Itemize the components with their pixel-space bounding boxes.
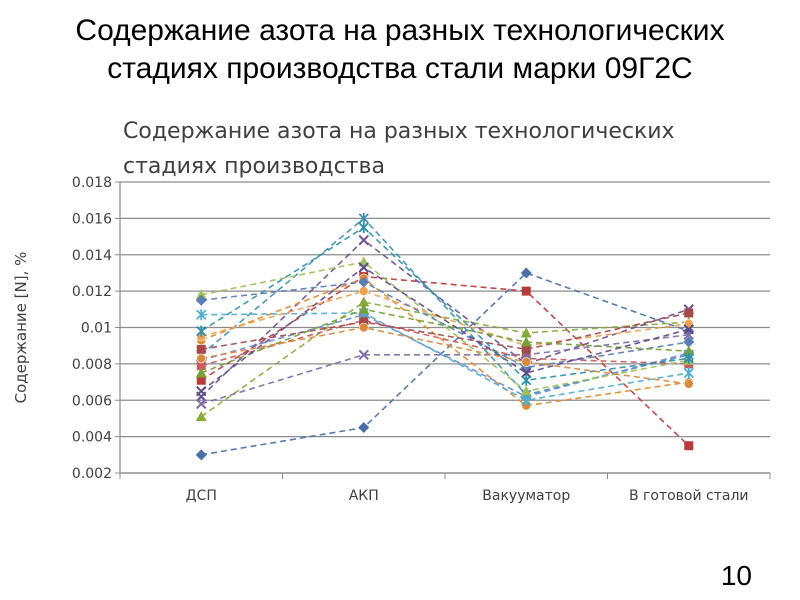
y-axis-label: Содержание [N], %: [12, 252, 30, 404]
data-point: [683, 324, 694, 335]
y-axis-tick-labels: 0.002 0.004 0.006 0.008 0.01 0.012 0.014 0.016 0…: [72, 175, 112, 482]
series-line: [200, 239, 690, 398]
data-point: [358, 234, 369, 246]
data-point: [683, 345, 695, 356]
data-point: [196, 398, 207, 410]
x-tick-label: В готовой стали: [629, 488, 749, 504]
y-tick-label: 0.012: [72, 284, 112, 300]
data-point: [683, 367, 694, 379]
data-point: [520, 327, 532, 338]
series-line: [201, 290, 689, 347]
y-tick-label: 0.006: [72, 393, 112, 409]
chart-title-line-1: Содержание азота на разных технологическ…: [123, 119, 675, 144]
data-point: [683, 379, 694, 389]
y-tick-label: 0.002: [72, 466, 112, 482]
data-point: [358, 349, 369, 360]
data-point: [195, 289, 207, 300]
y-tick-label: 0.016: [72, 211, 112, 227]
data-series: [196, 307, 694, 406]
series-line: [200, 275, 690, 447]
data-point: [195, 367, 207, 378]
data-series: [196, 221, 694, 386]
data-point: [683, 325, 695, 337]
data-point: [358, 286, 369, 296]
data-series: [196, 273, 694, 411]
series-line: [200, 301, 689, 418]
chart-title-line-2: стадиях производства: [123, 154, 385, 179]
y-tick-label: 0.018: [72, 175, 112, 191]
page-number: 10: [720, 560, 752, 591]
data-point: [521, 357, 532, 367]
data-series: [195, 267, 695, 461]
data-series: [196, 262, 694, 397]
data-point: [358, 296, 370, 307]
data-point: [521, 394, 532, 406]
data-point: [520, 385, 532, 396]
series-line: [201, 272, 690, 456]
data-point: [358, 221, 369, 233]
y-tick-label: 0.014: [72, 248, 112, 264]
data-point: [196, 344, 206, 354]
data-point: [195, 449, 207, 461]
data-series: [196, 308, 694, 354]
chart-axes: [115, 181, 771, 479]
data-point: [521, 286, 531, 296]
data-point: [196, 385, 207, 397]
data-series: [196, 322, 694, 389]
chart-gridlines: [120, 181, 770, 474]
data-point: [196, 309, 207, 321]
x-tick-label: Вакууматор: [482, 488, 570, 504]
data-point: [359, 317, 369, 327]
data-point: [195, 411, 207, 422]
data-point: [684, 308, 694, 318]
data-point: [196, 375, 206, 385]
data-point: [521, 374, 532, 386]
data-series: [196, 272, 694, 451]
data-point: [520, 336, 532, 347]
series-line: [200, 226, 689, 382]
series-line: [200, 277, 689, 407]
data-point: [358, 262, 369, 273]
series-line: [201, 261, 689, 393]
x-tick-label: ДСП: [186, 488, 217, 504]
data-point: [521, 367, 532, 379]
data-point: [521, 344, 531, 354]
data-point: [520, 267, 532, 279]
chart-series: [195, 212, 695, 461]
data-point: [196, 325, 207, 337]
data-point: [196, 361, 206, 371]
y-tick-label: 0.01: [81, 321, 112, 337]
data-point: [683, 336, 695, 348]
data-series: [195, 303, 695, 378]
series-line: [201, 313, 689, 398]
data-series: [195, 296, 695, 422]
x-tick-label: АКП: [349, 488, 379, 504]
data-point: [683, 352, 694, 364]
slide-title: Содержание азота на разных технологическ…: [0, 12, 800, 88]
data-point: [195, 294, 207, 306]
data-series: [195, 309, 695, 403]
data-point: [358, 303, 370, 314]
data-point: [684, 441, 694, 451]
y-tick-label: 0.008: [72, 357, 112, 373]
data-series: [196, 329, 694, 410]
slide-title-line-1: Содержание азота на разных технологическ…: [75, 14, 725, 47]
data-point: [358, 422, 370, 434]
data-series: [196, 212, 694, 401]
series-line: [201, 281, 689, 369]
series-line: [200, 266, 689, 392]
x-axis-tick-labels: ДСП АКП Вакууматор В готовой стали: [186, 488, 749, 504]
y-tick-label: 0.004: [72, 430, 112, 446]
data-point: [358, 322, 369, 333]
series-line: [201, 326, 689, 385]
series-line: [201, 333, 689, 405]
series-line: [200, 308, 689, 374]
series-line: [201, 312, 689, 351]
data-point: [358, 276, 370, 288]
data-point: [196, 353, 207, 364]
slide-title-line-2: стадиях производства стали марки 09Г2С: [107, 52, 693, 85]
